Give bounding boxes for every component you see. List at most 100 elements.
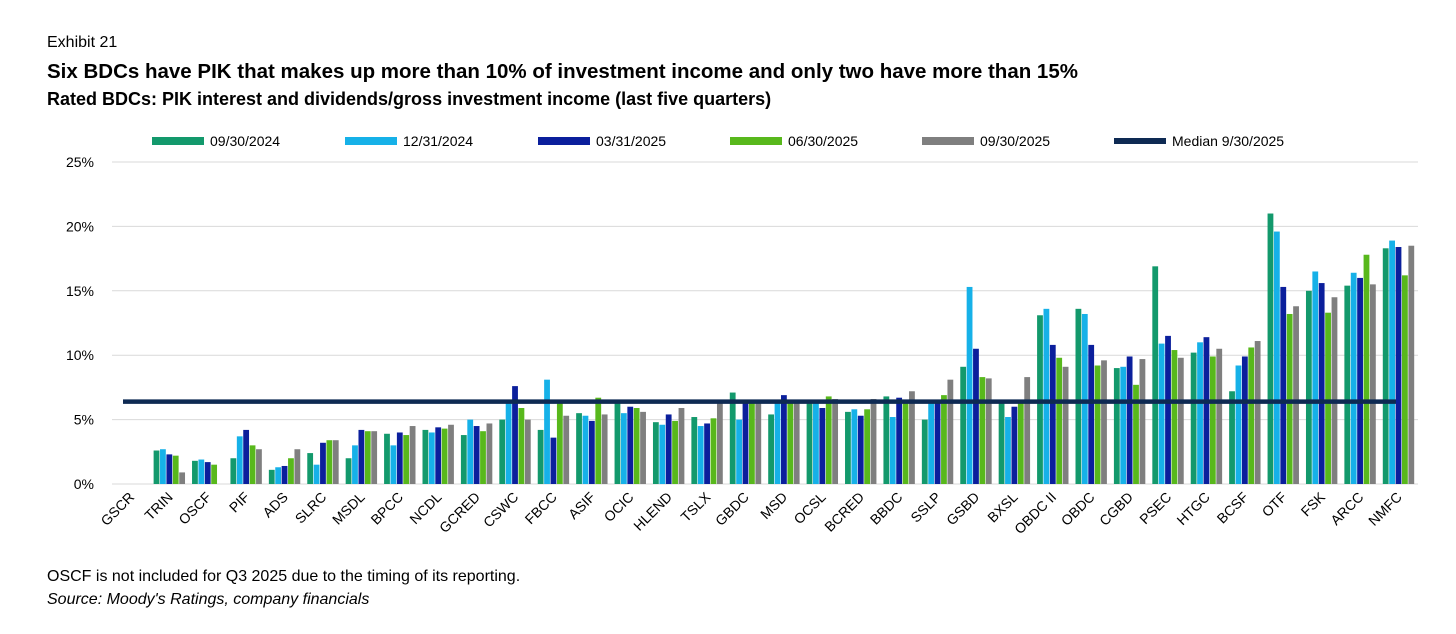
bar [1075, 308, 1082, 484]
bar [211, 464, 218, 484]
bar [678, 408, 685, 484]
bar [307, 453, 314, 484]
bar [742, 400, 749, 484]
bar [288, 458, 294, 484]
bar [556, 400, 563, 484]
x-tick-label: ADS [259, 489, 291, 521]
bar [1005, 417, 1011, 484]
legend-swatch [345, 137, 397, 145]
bar [1273, 231, 1280, 484]
bar [601, 414, 608, 484]
legend-item-06-30-2025: 06/30/2025 [730, 133, 858, 149]
bar-chart: 0%5%10%15%20%25%GSCR TRIN OSCF PIF ADS SLRC MS… [66, 154, 1418, 537]
bar [755, 400, 762, 484]
bar [166, 454, 173, 484]
bar [652, 422, 659, 484]
bar [192, 460, 198, 484]
bar [428, 432, 435, 484]
bar [198, 459, 205, 484]
bar [1113, 368, 1120, 484]
bar [1229, 391, 1235, 484]
bar [787, 400, 794, 484]
legend-line-swatch [1114, 138, 1166, 144]
x-tick-label: FSK [1298, 488, 1329, 519]
y-tick-label: 0% [74, 476, 94, 492]
x-tick-label: GSBD [943, 489, 982, 528]
bar [1280, 286, 1287, 484]
x-tick-label: GCRED [436, 489, 483, 536]
bar [697, 426, 704, 484]
x-tick-label: OBDC [1058, 489, 1098, 529]
bar [563, 415, 570, 484]
bar [460, 435, 467, 484]
bar [1081, 313, 1088, 484]
y-tick-label: 15% [66, 283, 94, 299]
legend-label: 03/31/2025 [596, 133, 667, 149]
x-tick-label: OTF [1259, 489, 1290, 520]
x-tick-label: HLEND [630, 489, 675, 534]
bar [665, 414, 672, 484]
bar [1133, 384, 1139, 484]
bar [966, 286, 973, 484]
bar [1197, 342, 1203, 484]
x-tick-label: NMFC [1365, 489, 1405, 529]
bar [1088, 344, 1095, 484]
bar [172, 455, 179, 484]
bar [435, 427, 442, 484]
bar [1305, 290, 1312, 484]
bar [160, 449, 166, 484]
bar [294, 449, 301, 484]
bar [153, 450, 160, 484]
legend-item-12-31-2024: 12/31/2024 [345, 133, 473, 149]
bar [883, 396, 890, 484]
bar [1350, 272, 1357, 484]
bar [364, 431, 371, 484]
bar [537, 429, 544, 484]
bar [409, 426, 416, 484]
bar [1344, 285, 1351, 484]
bar [1203, 337, 1210, 484]
bar [1101, 360, 1107, 484]
bar [640, 411, 646, 484]
bar [204, 462, 211, 484]
x-tick-label: ASIF [565, 489, 598, 522]
x-tick-label: HTGC [1173, 489, 1212, 528]
bar [467, 419, 474, 484]
bar [941, 395, 947, 484]
bar [902, 402, 909, 484]
bar [806, 402, 813, 484]
bar [934, 400, 941, 484]
bar [716, 400, 723, 484]
bar [326, 440, 333, 484]
y-tick-label: 10% [66, 347, 94, 363]
bar [1408, 245, 1415, 484]
bar [384, 433, 390, 484]
x-tick-label: TRIN [141, 489, 175, 523]
bar [1331, 297, 1338, 484]
bar [1325, 312, 1331, 484]
legend-item-09-30-2024: 09/30/2024 [152, 133, 280, 149]
bar [1357, 277, 1363, 484]
bar [1024, 377, 1031, 484]
bar [864, 409, 871, 484]
x-tick-label: MSDL [329, 489, 368, 528]
bar [1056, 357, 1063, 484]
legend-label: 12/31/2024 [403, 133, 474, 149]
x-tick-label: SLRC [292, 489, 330, 527]
bar [691, 417, 698, 484]
bar [1318, 283, 1325, 484]
bar [781, 395, 787, 484]
bar [928, 401, 935, 484]
bar [588, 420, 595, 484]
bar [499, 419, 506, 484]
x-tick-label: ARCC [1327, 489, 1366, 528]
legend-label: 09/30/2025 [980, 133, 1051, 149]
bar [320, 442, 326, 484]
bar [921, 419, 928, 484]
bar [729, 392, 736, 484]
bar [518, 408, 525, 484]
legend-swatch [922, 137, 974, 145]
bar [480, 431, 486, 484]
bar [633, 408, 640, 484]
x-tick-label: TSLX [677, 488, 714, 525]
